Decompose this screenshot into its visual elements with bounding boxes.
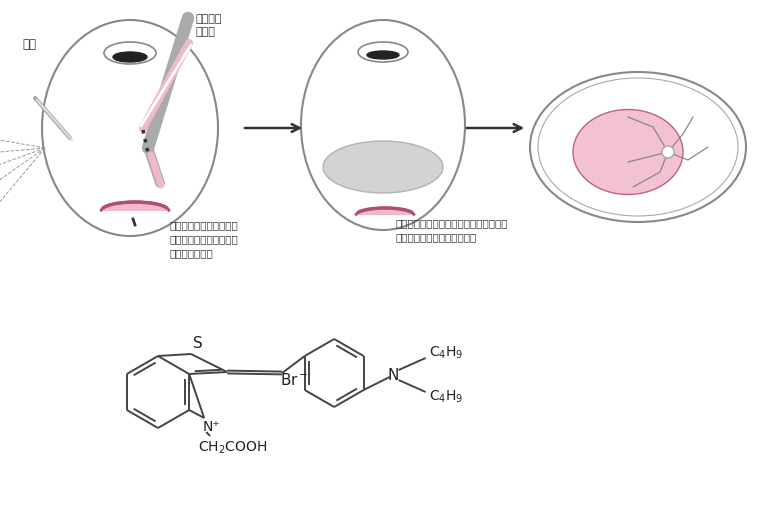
Circle shape xyxy=(662,146,674,158)
Text: 人工網膜
注入器: 人工網膜 注入器 xyxy=(195,14,221,37)
Ellipse shape xyxy=(573,109,683,194)
Ellipse shape xyxy=(113,52,147,62)
Ellipse shape xyxy=(323,141,443,193)
Text: C$_4$H$_9$: C$_4$H$_9$ xyxy=(429,345,463,361)
Text: 照明: 照明 xyxy=(22,38,36,51)
Polygon shape xyxy=(101,202,169,210)
Text: Br$^-$: Br$^-$ xyxy=(280,372,309,388)
Ellipse shape xyxy=(367,51,399,59)
Text: パーフルオロカーボンにより網膜下液を
排出し人工網膜を伸展させる: パーフルオロカーボンにより網膜下液を 排出し人工網膜を伸展させる xyxy=(395,218,508,242)
Text: 人工的網膜剥離を作製し
意図的裂孔から人工網膜
を網膜下へ挿入: 人工的網膜剥離を作製し 意図的裂孔から人工網膜 を網膜下へ挿入 xyxy=(170,220,239,258)
Text: S: S xyxy=(193,336,203,351)
Polygon shape xyxy=(356,208,414,214)
Text: N: N xyxy=(388,367,399,382)
Text: N⁺: N⁺ xyxy=(202,420,220,434)
Text: CH$_2$COOH: CH$_2$COOH xyxy=(198,440,267,456)
Text: C$_4$H$_9$: C$_4$H$_9$ xyxy=(429,389,463,405)
